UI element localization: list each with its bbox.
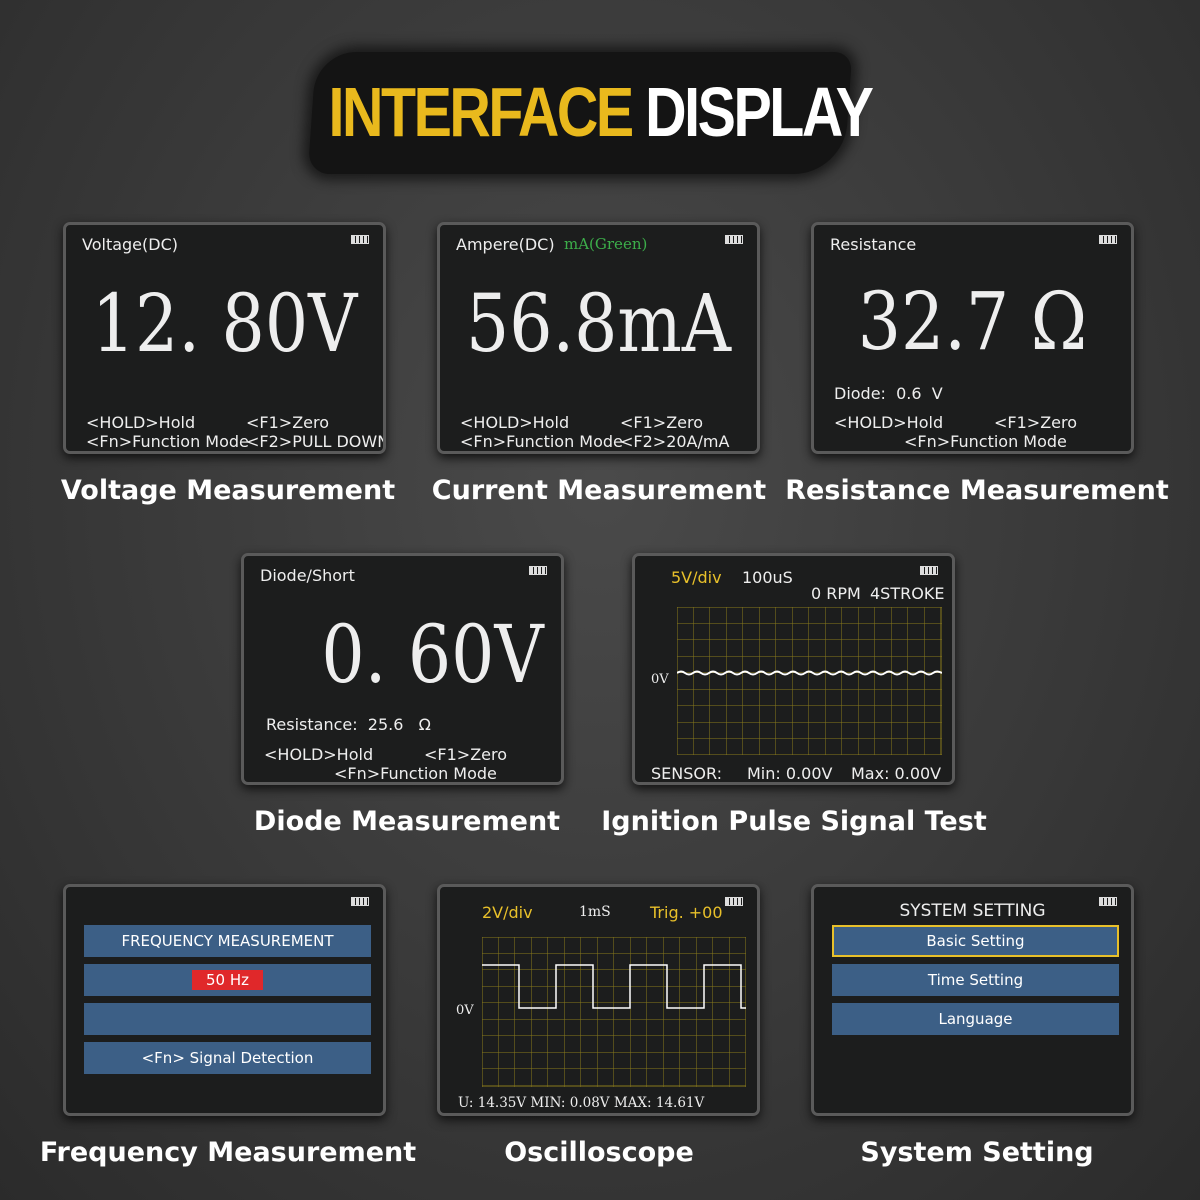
sensor: SENSOR:	[651, 764, 722, 783]
screen-title: SYSTEM SETTING	[899, 901, 1046, 921]
extra: Resistance: 25.6 Ω	[266, 715, 431, 734]
battery-icon	[920, 566, 938, 575]
frequency-screen: FREQUENCY MEASUREMENT 50 Hz <Fn> Signal …	[63, 884, 386, 1116]
zero-label: 0V	[651, 672, 669, 687]
zero-label: 0V	[456, 1003, 474, 1018]
hint: <Fn>Function Mode	[334, 764, 497, 783]
hint: <Fn>Function Mode	[460, 432, 623, 451]
reading: 56.8mA	[465, 277, 731, 370]
battery-icon	[351, 235, 369, 244]
battery-icon	[529, 566, 547, 575]
mode: Diode/Short	[260, 566, 355, 585]
scope-grid	[482, 937, 746, 1087]
oscilloscope-screen: 2V/div 1mS Trig. +00 0V U: 14.35V MIN: 0…	[437, 884, 760, 1116]
hint: <F1>Zero	[620, 413, 704, 432]
hint: <F2>PULL DOWN	[246, 432, 386, 451]
hint: <F1>Zero	[994, 413, 1078, 432]
caption: Ignition Pulse Signal Test	[601, 806, 987, 837]
reading: 0. 60V	[321, 608, 544, 701]
hint: <F1>Zero	[246, 413, 330, 432]
reading: 32.7 Ω	[857, 275, 1088, 368]
caption: Current Measurement	[431, 475, 767, 506]
extra: Diode: 0.6 V	[834, 384, 943, 403]
caption: Resistance Measurement	[785, 475, 1169, 506]
stroke: 4STROKE	[870, 584, 945, 603]
hint: <HOLD>Hold	[86, 413, 196, 432]
diode-screen: Diode/Short 0. 60V Resistance: 25.6 Ω <H…	[241, 553, 564, 785]
menu-row: FREQUENCY MEASUREMENT	[84, 925, 371, 957]
ignition-screen: 5V/div 100uS 0 RPM 4STROKE 0V SENSOR: Mi…	[632, 553, 955, 785]
caption: Frequency Measurement	[39, 1137, 417, 1168]
mode: Resistance	[830, 235, 917, 254]
caption: Oscilloscope	[504, 1137, 694, 1168]
caption: Voltage Measurement	[60, 475, 396, 506]
status-line: U: 14.35V MIN: 0.08V MAX: 14.61V	[458, 1095, 705, 1111]
scale: 5V/div	[671, 568, 722, 587]
menu-row: <Fn> Signal Detection	[84, 1042, 371, 1074]
menu-item[interactable]: Language	[832, 1003, 1119, 1035]
timebase: 100uS	[742, 568, 793, 587]
header-title: INTERFACE DISPLAY	[108, 72, 1092, 152]
caption: System Setting	[860, 1137, 1094, 1168]
hint: <Fn>Function Mode	[86, 432, 249, 451]
battery-icon	[725, 235, 743, 244]
title-highlight: INTERFACE	[328, 73, 635, 151]
battery-icon	[1099, 897, 1117, 906]
hint: <HOLD>Hold	[460, 413, 570, 432]
title-rest: DISPLAY	[645, 73, 874, 151]
menu-row: 50 Hz	[84, 964, 371, 996]
hint: <HOLD>Hold	[834, 413, 944, 432]
hint: <Fn>Function Mode	[904, 432, 1067, 451]
mode: Voltage(DC)	[82, 235, 178, 254]
hint: <HOLD>Hold	[264, 745, 374, 764]
hint: <F1>Zero	[424, 745, 508, 764]
frequency-value: 50 Hz	[191, 970, 263, 990]
timebase: 1mS	[579, 904, 611, 920]
system-screen: SYSTEM SETTING Basic Setting Time Settin…	[811, 884, 1134, 1116]
reading: 12. 80V	[91, 277, 358, 370]
scale: 2V/div	[482, 903, 533, 922]
trigger: Trig. +00	[650, 903, 723, 922]
current-screen: Ampere(DC) mA(Green) 56.8mA <HOLD>Hold <…	[437, 222, 760, 454]
menu-row	[84, 1003, 371, 1035]
mode: Ampere(DC)	[456, 235, 555, 254]
unit-note: mA(Green)	[564, 235, 648, 253]
menu-item[interactable]: Time Setting	[832, 964, 1119, 996]
resistance-screen: Resistance 32.7 Ω Diode: 0.6 V <HOLD>Hol…	[811, 222, 1134, 454]
battery-icon	[1099, 235, 1117, 244]
battery-icon	[725, 897, 743, 906]
voltage-screen: Voltage(DC) 12. 80V <HOLD>Hold <F1>Zero …	[63, 222, 386, 454]
battery-icon	[351, 897, 369, 906]
hint: <F2>20A/mA	[620, 432, 730, 451]
min: Min: 0.00V	[747, 764, 833, 783]
menu-item[interactable]: Basic Setting	[832, 925, 1119, 957]
rpm: 0 RPM	[811, 584, 861, 603]
caption: Diode Measurement	[253, 806, 561, 837]
scope-grid	[677, 607, 942, 755]
max: Max: 0.00V	[851, 764, 942, 783]
